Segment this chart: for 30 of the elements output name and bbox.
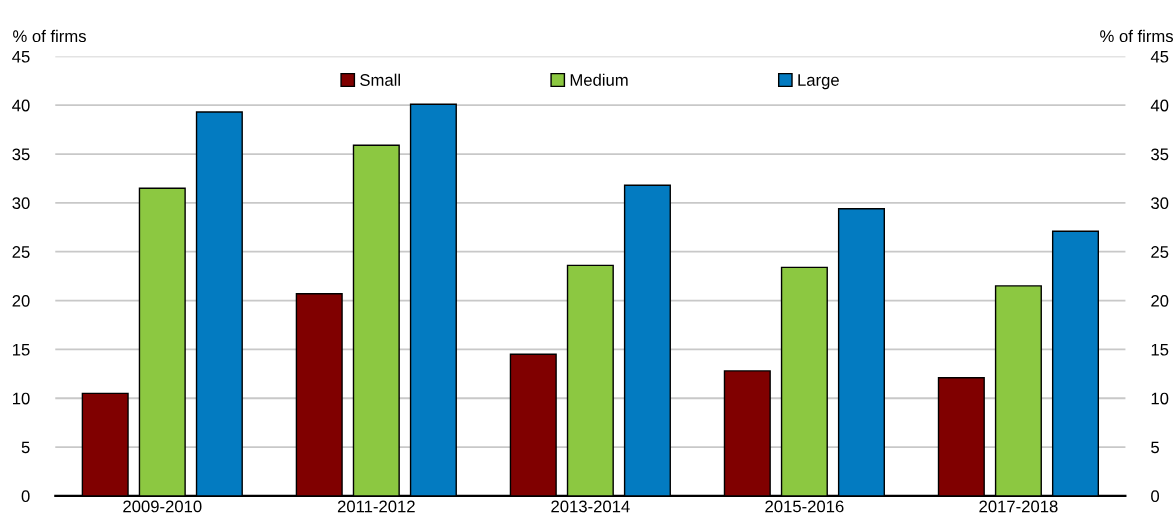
y-tick-label: 40 <box>12 99 30 112</box>
y-tick-label: 45 <box>12 50 30 63</box>
y-tick-label: 20 <box>12 294 30 307</box>
y-tick-label: 10 <box>13 392 30 405</box>
y2-tick-label: 20 <box>1151 294 1169 307</box>
y2-tick-label: 30 <box>1151 197 1169 210</box>
x-tick-label: 2009-2010 <box>123 500 202 513</box>
legend-label: Medium <box>570 73 628 86</box>
x-tick-label: 2013-2014 <box>551 500 630 513</box>
y-tick-label: 0 <box>21 490 30 503</box>
y2-tick-label: 25 <box>1151 246 1169 258</box>
y2-tick-label: 10 <box>1151 392 1169 405</box>
y-tick-label: 25 <box>12 246 30 258</box>
y2-tick-label: 35 <box>1151 148 1169 161</box>
y-tick-label: 30 <box>12 197 30 210</box>
y2-tick-label: 40 <box>1150 99 1169 112</box>
x-tick-label: 2017-2018 <box>979 500 1058 513</box>
legend-label: Large <box>798 74 839 90</box>
y2-tick-label: 0 <box>1151 490 1160 503</box>
x-tick-label: 2011-2012 <box>337 500 415 513</box>
y-axis-title: % of firms <box>13 29 86 43</box>
y-tick-label: 15 <box>13 343 30 356</box>
y-tick-label: 5 <box>21 441 30 454</box>
legend-label: Small <box>360 73 400 86</box>
y2-tick-label: 45 <box>1150 50 1169 63</box>
y2-tick-label: 15 <box>1151 343 1169 356</box>
y-tick-label: 35 <box>12 148 30 161</box>
x-tick-label: 2015-2016 <box>765 500 844 513</box>
y2-tick-label: 5 <box>1151 441 1159 454</box>
y2-axis-title: % of firms <box>1100 29 1173 43</box>
